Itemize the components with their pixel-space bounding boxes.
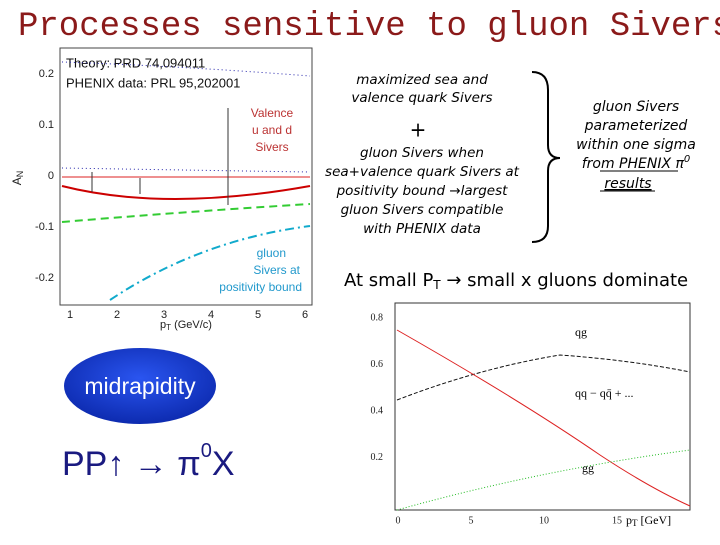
- x-tick-label: 5: [255, 309, 261, 321]
- x-tick-label: 0: [396, 515, 401, 526]
- plus-sign: +: [410, 118, 427, 142]
- y-tick-label: 0.8: [371, 312, 384, 323]
- x-tick-label: 5: [469, 515, 474, 526]
- left-plot: Theory: PRD 74,094011 PHENIX data: PRL 9…: [10, 45, 318, 333]
- y-tick-label: 0.2: [39, 68, 54, 80]
- annotation: Theory: PRD 74,094011: [66, 55, 205, 70]
- x-tick-label: 1: [67, 309, 73, 321]
- annotation: PHENIX data: PRL 95,202001: [66, 75, 240, 90]
- y-tick-label: 0.1: [39, 119, 54, 131]
- text-line: gluon Sivers compatible: [341, 202, 504, 218]
- curve-label: qq − qq̄ + ...: [575, 386, 634, 400]
- curve-label: gg: [582, 461, 594, 475]
- x-axis-label: pT (GeV/c): [160, 319, 212, 332]
- text-line: maximized sea and: [356, 72, 488, 88]
- statement: At small PT → small x gluons dominate: [344, 270, 688, 292]
- curve: [61, 61, 311, 77]
- text-line: with PHENIX data: [363, 221, 481, 237]
- text-line: positivity bound →largest: [336, 183, 509, 199]
- x-axis-label: pT [GeV]: [626, 513, 671, 528]
- x-tick-label: 15: [612, 515, 622, 526]
- curve-label: Sivers: [255, 140, 288, 154]
- y-tick-label: 0: [48, 170, 54, 182]
- reaction: PP↑ → π0X: [62, 440, 235, 483]
- curve-label: u and d: [252, 123, 292, 137]
- text-line: gluon Sivers: [593, 99, 679, 115]
- y-axis-label: AN: [10, 171, 25, 186]
- y-tick-label: -0.1: [35, 221, 54, 233]
- curve: [396, 329, 691, 507]
- text-line: results: [604, 176, 651, 192]
- curve-label: positivity bound: [219, 280, 302, 294]
- y-tick-label: 0.2: [371, 452, 384, 463]
- slide-title: Processes sensitive to gluon Sivers: [18, 8, 720, 46]
- text-line: gluon Sivers when: [360, 145, 484, 161]
- curve-label: gluon: [257, 246, 286, 260]
- text-line: valence quark Sivers: [351, 90, 492, 106]
- y-tick-label: 0.6: [371, 359, 384, 370]
- oval: [64, 348, 216, 424]
- curve: [109, 225, 311, 301]
- x-tick-label: 3: [161, 309, 167, 321]
- text-line: parameterized: [584, 118, 688, 134]
- x-tick-label: 10: [539, 515, 549, 526]
- oval-label: midrapidity: [84, 373, 196, 399]
- curve-label: qg: [575, 325, 587, 339]
- plot-bg: [20, 45, 318, 333]
- text-line: within one sigma: [576, 137, 696, 153]
- lower-plot: qg qq − qq̄ + ... gg pT [GeV]: [394, 302, 691, 528]
- curve: [61, 203, 311, 223]
- x-tick-label: 6: [302, 309, 308, 321]
- curve: [61, 185, 311, 200]
- text-line: sea+valence quark Sivers at: [325, 164, 520, 180]
- brace: [531, 71, 561, 243]
- plot-frame: [59, 47, 313, 306]
- x-tick-label: 4: [208, 309, 214, 321]
- curve-label: Sivers at: [253, 263, 300, 277]
- y-tick-label: -0.2: [35, 272, 54, 284]
- curve-label: Valence: [251, 106, 294, 120]
- curve: [396, 354, 691, 401]
- text-line: from PHENIX π0: [582, 154, 691, 172]
- curve: [396, 449, 691, 511]
- plot-frame: [394, 302, 691, 511]
- y-tick-label: 0.4: [371, 405, 384, 416]
- x-tick-label: 2: [114, 309, 120, 321]
